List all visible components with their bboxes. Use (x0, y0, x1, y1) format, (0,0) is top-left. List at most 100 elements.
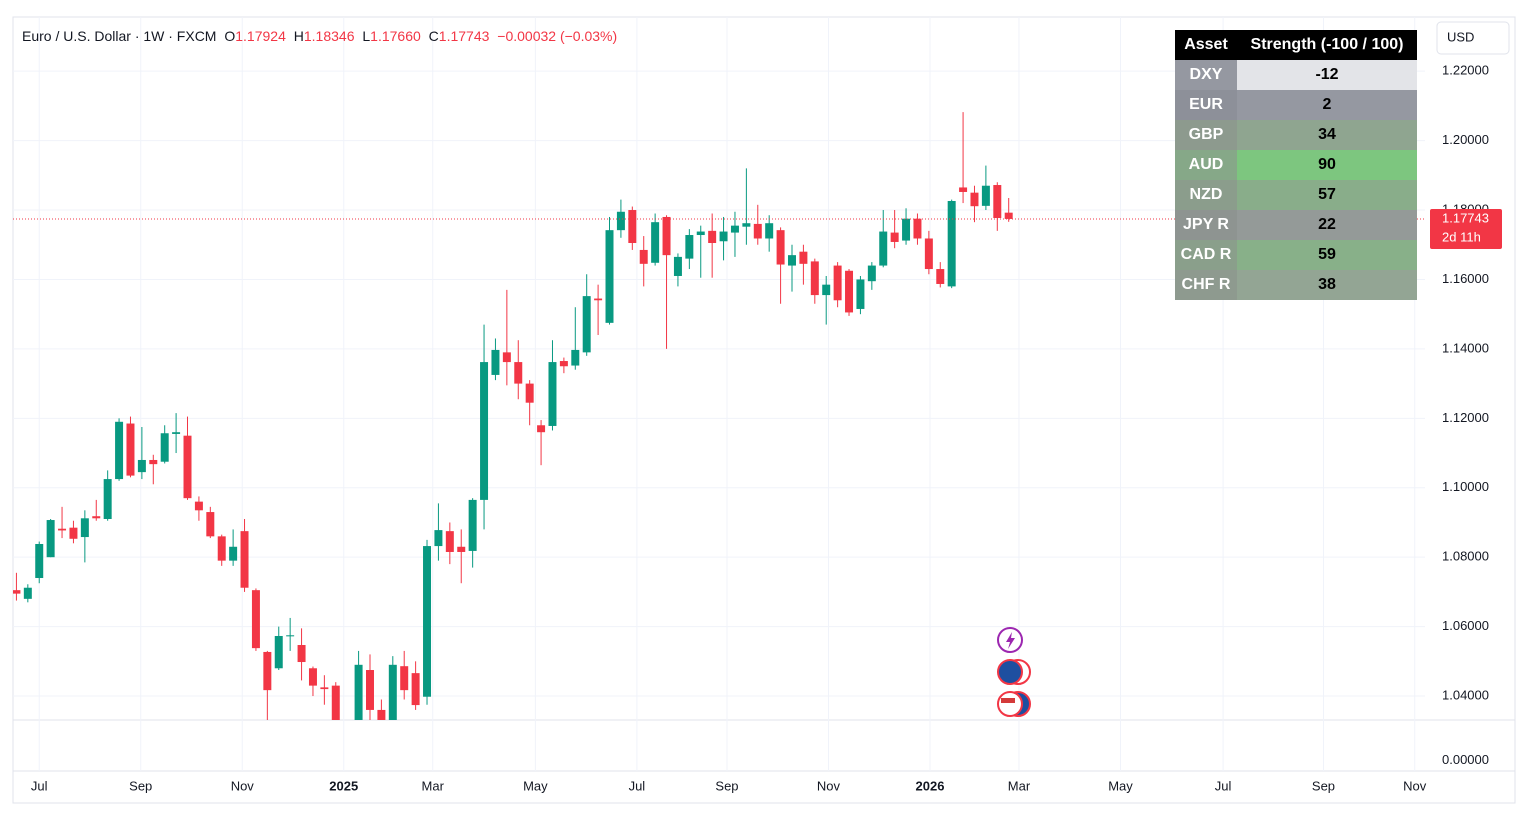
table-header: Strength (-100 / 100) (1251, 36, 1404, 53)
strength-value: 22 (1318, 216, 1336, 233)
x-tick-label: Jul (31, 778, 48, 793)
candle-body (833, 265, 842, 301)
candle-body (594, 298, 603, 301)
candle-body (46, 520, 55, 558)
candle-body (126, 423, 135, 476)
asset-label: AUD (1189, 156, 1224, 173)
candle-body (457, 546, 466, 552)
candle-body (388, 664, 397, 720)
candle-body (160, 433, 169, 462)
strength-value: 57 (1318, 186, 1336, 203)
candle-body (58, 528, 67, 531)
event-icons (997, 627, 1031, 717)
countdown-label: 2d 11h (1442, 229, 1481, 244)
candle-body (856, 279, 865, 309)
x-tick-label: Sep (1312, 778, 1335, 793)
candle-body (23, 587, 32, 599)
candle-body (947, 200, 956, 287)
y-tick-label: 1.14000 (1442, 340, 1489, 355)
strength-value: 90 (1318, 156, 1336, 173)
ohlc-label: C (429, 28, 439, 44)
candle-body (92, 516, 101, 519)
candle-body (788, 255, 796, 266)
strength-cell (1237, 120, 1417, 150)
y-tick-label: 1.10000 (1442, 479, 1489, 494)
y-tick-label: 1.08000 (1442, 549, 1489, 564)
candle-body (810, 261, 819, 296)
y2-tick-label: 0.00000 (1442, 752, 1489, 767)
ohlc-value: 1.17743 (439, 28, 490, 44)
candle-body (308, 668, 317, 686)
candle-body (137, 459, 146, 473)
y-tick-label: 1.06000 (1442, 618, 1489, 633)
currency-label[interactable]: USD (1447, 29, 1474, 44)
y-tick-label: 1.16000 (1442, 271, 1489, 286)
candle-body (537, 425, 546, 433)
candle-body (377, 709, 386, 720)
strength-cell (1237, 90, 1417, 120)
candle-body (274, 635, 283, 669)
currency-button[interactable] (1436, 21, 1510, 55)
candle-body (685, 235, 694, 259)
ohlc-label: L (362, 28, 370, 44)
candle-body (434, 530, 443, 547)
candle-body (890, 232, 899, 242)
x-tick-label: Nov (1403, 778, 1427, 793)
candle-body (730, 225, 739, 233)
x-tick-label: 2026 (916, 778, 945, 793)
candle-body (251, 590, 260, 649)
candle-body (331, 685, 340, 720)
x-tick-label: May (523, 778, 548, 793)
event-icon[interactable] (997, 691, 1023, 717)
candle-body (35, 543, 44, 579)
event-icon-glyph (1006, 632, 1015, 649)
candle-body (548, 362, 557, 426)
candle-body (628, 210, 637, 244)
last-price-label: 1.17743 (1442, 210, 1489, 225)
candle-body (605, 230, 614, 323)
asset-label: CHF R (1182, 276, 1231, 293)
candle-body (673, 256, 682, 276)
x-tick-label: Jul (1215, 778, 1232, 793)
asset-label: DXY (1190, 66, 1223, 83)
candle-body (194, 501, 203, 511)
y-tick-label: 1.22000 (1442, 63, 1489, 78)
y-tick-label: 1.04000 (1442, 687, 1489, 702)
flag-stripe (1001, 698, 1015, 703)
candle-body (959, 187, 968, 192)
candle-body (103, 479, 112, 519)
candle-body (69, 527, 78, 539)
candle-body (993, 185, 1002, 219)
strength-value: 59 (1318, 246, 1336, 263)
candle-body (696, 231, 705, 236)
asset-label: CAD R (1181, 246, 1232, 263)
ohlc-value: 1.17924 (235, 28, 286, 44)
last-price-box (1430, 208, 1502, 249)
candle-body (183, 435, 192, 499)
candle-body (502, 352, 511, 363)
candle-body (286, 635, 295, 637)
candle-body (719, 231, 728, 242)
ohlc-label: H (294, 28, 304, 44)
x-tick-label: 2025 (329, 778, 358, 793)
candle-body (753, 223, 762, 239)
x-tick-label: Jul (629, 778, 646, 793)
candle-body (913, 218, 922, 239)
candle-body (651, 222, 660, 263)
strength-value: 38 (1318, 276, 1336, 293)
candle-body (445, 531, 454, 552)
candle-body (320, 687, 329, 690)
table-header: Asset (1184, 36, 1228, 53)
candle-body (582, 296, 591, 353)
candle-body (639, 249, 648, 264)
candle-body (514, 362, 523, 384)
candle-body (366, 670, 374, 710)
x-tick-label: Sep (715, 778, 738, 793)
event-icon[interactable] (997, 659, 1023, 685)
candle-body (571, 349, 580, 366)
candle-body (708, 230, 717, 244)
change: −0.00032 (−0.03%) (497, 28, 617, 44)
candle-body (867, 265, 876, 282)
candle-body (229, 546, 238, 561)
asset-cell (1175, 120, 1237, 150)
